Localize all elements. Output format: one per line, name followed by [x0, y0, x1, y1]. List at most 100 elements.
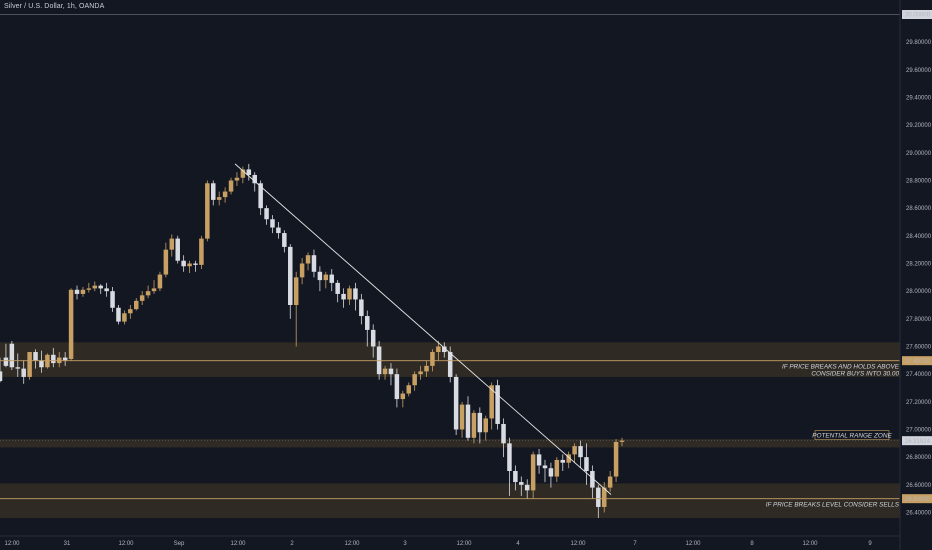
candle-body: [560, 459, 566, 463]
candle-body: [288, 246, 293, 305]
candle-body: [572, 446, 577, 455]
candle-body: [116, 307, 121, 322]
candle-body: [353, 288, 358, 300]
candle-body: [15, 367, 21, 369]
annotation-breaks-holds-above: IF PRICE BREAKS AND HOLDS ABOVE: [782, 364, 900, 371]
candle-body: [86, 288, 92, 290]
candle-body: [211, 183, 216, 200]
candle-body: [400, 393, 406, 400]
candle-body: [169, 238, 175, 250]
candle-body: [151, 288, 157, 292]
x-tick-label: 8: [750, 541, 754, 547]
candle-body: [477, 412, 483, 433]
candle-body: [442, 346, 447, 353]
candle-body: [163, 249, 169, 275]
candle-body: [80, 289, 86, 294]
candle-body: [590, 471, 595, 488]
candle-body: [205, 183, 210, 239]
candle-body: [299, 263, 305, 278]
candle-body: [104, 288, 109, 292]
y-tick-label: 27.20000: [906, 400, 932, 406]
candle-body: [145, 291, 151, 296]
candle-body: [62, 357, 68, 361]
trendline: [234, 163, 612, 495]
candle-body: [216, 197, 222, 200]
annotation-breaks-level-sells: IF PRICE BREAKS LEVEL CONSIDER SELLS: [766, 502, 900, 509]
candle-body: [507, 443, 512, 471]
candle-body: [501, 423, 506, 444]
candle-body: [21, 368, 26, 377]
annotation-potential-range-zone: POTENTIAL RANGE ZONE: [812, 432, 892, 439]
price-label-0: 30.00000: [905, 13, 931, 19]
candle-body: [584, 457, 589, 471]
y-tick-label: 28.00000: [906, 289, 932, 295]
candle-body: [293, 277, 299, 305]
y-tick-label: 29.00000: [906, 151, 932, 157]
y-tick-label: 27.60000: [906, 345, 932, 351]
candle-body: [548, 468, 554, 477]
candle-body: [465, 404, 471, 438]
candle-body: [483, 418, 489, 433]
candle-body: [199, 238, 204, 265]
x-axis: 12:00 31 12:00 Sep 12:00 2 12:00 3 12:00 4 12:00 7 1…: [0, 535, 900, 547]
x-tick-label: 3: [403, 541, 407, 547]
candle-body: [317, 271, 323, 281]
candle-body: [536, 454, 542, 466]
candle-body: [418, 371, 423, 375]
y-tick-label: 28.80000: [906, 179, 932, 185]
candle-body: [382, 368, 388, 375]
candle-body: [329, 274, 334, 283]
candle-body: [187, 263, 192, 267]
candle-body: [0, 371, 3, 382]
candle-body: [139, 295, 145, 301]
x-tick-label: 2: [290, 541, 294, 547]
annotations-layer: IF PRICE BREAKS AND HOLDS ABOVECONSIDER …: [766, 364, 900, 509]
candle-body: [92, 285, 98, 289]
y-tick-label: 26.80000: [906, 455, 932, 461]
candle-body: [601, 487, 607, 507]
candle-body: [228, 180, 234, 192]
candle-body: [347, 288, 352, 300]
x-tick-label: 9: [868, 541, 872, 547]
x-tick-label: 12:00: [456, 541, 472, 547]
price-label-3: 26.50000: [905, 497, 931, 503]
candle-body: [566, 454, 571, 463]
candle-body: [459, 404, 465, 430]
candle-body: [240, 169, 246, 178]
x-tick-label: Sep: [174, 541, 185, 547]
candle-body: [513, 471, 518, 483]
candle-body: [222, 191, 228, 198]
candle-body: [495, 385, 500, 424]
candle-body: [471, 412, 477, 438]
candle-body: [524, 484, 530, 491]
candle-body: [453, 376, 459, 430]
candle-body: [110, 291, 115, 308]
candle-body: [424, 365, 429, 372]
candle-body: [406, 385, 411, 394]
candle-body: [436, 346, 441, 353]
candle-body: [3, 357, 9, 366]
x-tick-label: 12:00: [4, 541, 20, 547]
price-label-box-3: [902, 494, 932, 504]
y-tick-label: 28.20000: [906, 262, 932, 268]
candle-body: [311, 255, 317, 272]
y-tick-label: 27.40000: [906, 372, 932, 378]
candle-body: [370, 329, 376, 347]
candle-body: [489, 385, 494, 419]
candle-body: [157, 274, 163, 289]
candle-body: [234, 177, 240, 181]
candle-body: [335, 282, 340, 294]
range-zone-label-box: [814, 430, 890, 440]
x-tick-label: 12:00: [570, 541, 586, 547]
candle-body: [365, 316, 370, 330]
candle-body: [394, 374, 400, 400]
y-tick-label: 29.60000: [906, 68, 932, 74]
x-tick-label: 12:00: [685, 541, 701, 547]
y-tick-label: 28.60000: [906, 206, 932, 212]
y-tick-label: 27.00000: [906, 428, 932, 434]
candle-body: [98, 285, 103, 289]
candle-body: [27, 352, 32, 377]
candle-body: [193, 263, 198, 265]
zone-1: [0, 439, 900, 448]
